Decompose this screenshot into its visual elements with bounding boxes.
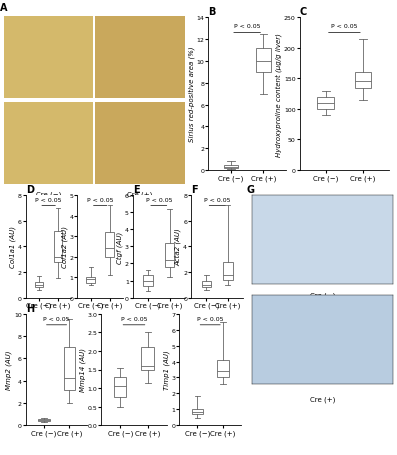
Bar — [95, 17, 185, 99]
Text: H: H — [26, 303, 34, 313]
PathPatch shape — [223, 262, 233, 280]
Y-axis label: Col1a2 (AU): Col1a2 (AU) — [62, 226, 68, 268]
PathPatch shape — [141, 348, 154, 369]
Bar — [95, 102, 185, 184]
Text: Cre (+): Cre (+) — [310, 395, 335, 402]
PathPatch shape — [54, 232, 62, 262]
Y-axis label: Mmp2 (AU): Mmp2 (AU) — [6, 350, 12, 389]
Y-axis label: Ctgf (AU): Ctgf (AU) — [117, 231, 123, 263]
Text: P < 0.05: P < 0.05 — [146, 198, 172, 203]
PathPatch shape — [355, 73, 371, 88]
Text: Cre (−): Cre (−) — [37, 191, 62, 198]
PathPatch shape — [318, 97, 334, 110]
PathPatch shape — [143, 276, 153, 286]
Text: G: G — [247, 185, 254, 195]
PathPatch shape — [64, 348, 75, 390]
PathPatch shape — [256, 49, 270, 73]
Text: P < 0.05: P < 0.05 — [197, 317, 224, 322]
Text: P < 0.05: P < 0.05 — [35, 198, 62, 203]
Text: D: D — [26, 185, 34, 195]
Text: F: F — [191, 185, 198, 195]
PathPatch shape — [106, 233, 114, 257]
Y-axis label: Acta2 (AU): Acta2 (AU) — [175, 228, 182, 266]
Bar — [4, 17, 93, 99]
Y-axis label: Timp1 (AU): Timp1 (AU) — [164, 350, 170, 389]
Text: P < 0.05: P < 0.05 — [121, 317, 147, 322]
PathPatch shape — [165, 243, 174, 268]
PathPatch shape — [38, 420, 50, 421]
Text: P < 0.05: P < 0.05 — [234, 24, 260, 29]
PathPatch shape — [202, 281, 211, 288]
Text: B: B — [208, 7, 216, 17]
Bar — [4, 102, 93, 184]
Text: P < 0.05: P < 0.05 — [87, 198, 114, 203]
Text: P < 0.05: P < 0.05 — [43, 317, 70, 322]
Text: E: E — [133, 185, 140, 195]
PathPatch shape — [114, 377, 127, 398]
PathPatch shape — [35, 283, 43, 288]
Y-axis label: Col1a1 (AU): Col1a1 (AU) — [10, 226, 16, 268]
Text: P < 0.05: P < 0.05 — [204, 198, 230, 203]
PathPatch shape — [217, 360, 229, 378]
Text: Cre (−): Cre (−) — [310, 292, 335, 298]
Text: A: A — [0, 4, 8, 13]
Text: C: C — [300, 7, 307, 17]
Y-axis label: Mmp14 (AU): Mmp14 (AU) — [79, 348, 86, 392]
Y-axis label: Hydroxyproline content (µg/g liver): Hydroxyproline content (µg/g liver) — [276, 33, 282, 156]
PathPatch shape — [224, 165, 238, 169]
PathPatch shape — [192, 410, 203, 414]
Text: Cre (+): Cre (+) — [127, 191, 152, 198]
Y-axis label: Sirius red-positive area (%): Sirius red-positive area (%) — [189, 47, 195, 142]
Text: P < 0.05: P < 0.05 — [331, 24, 358, 29]
PathPatch shape — [87, 278, 95, 284]
